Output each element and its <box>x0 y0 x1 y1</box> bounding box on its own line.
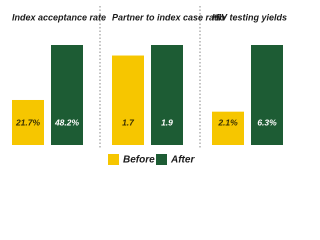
value-label: 48.2% <box>54 117 80 127</box>
value-label: 21.7% <box>15 117 41 127</box>
chart: Index acceptance rate 21.7% 48.2% Partner t… <box>12 6 287 166</box>
panel-title: Index acceptance rate <box>12 12 106 22</box>
legend-label: After <box>170 155 195 166</box>
bar <box>51 45 83 145</box>
legend-swatch <box>108 154 119 165</box>
panel-title: HIV testing yields <box>212 12 287 22</box>
legend-swatch <box>156 154 167 165</box>
bar <box>12 99 44 145</box>
value-label: 1.7 <box>122 117 135 127</box>
bar <box>151 45 183 145</box>
bar <box>112 55 144 145</box>
legend-label: Before <box>123 155 155 166</box>
bar <box>212 111 244 145</box>
value-label: 6.3% <box>257 117 277 127</box>
value-label: 2.1% <box>217 117 238 127</box>
panel-title: Partner to index case ratio <box>112 12 226 22</box>
value-label: 1.9 <box>161 117 173 127</box>
bar <box>251 45 283 145</box>
